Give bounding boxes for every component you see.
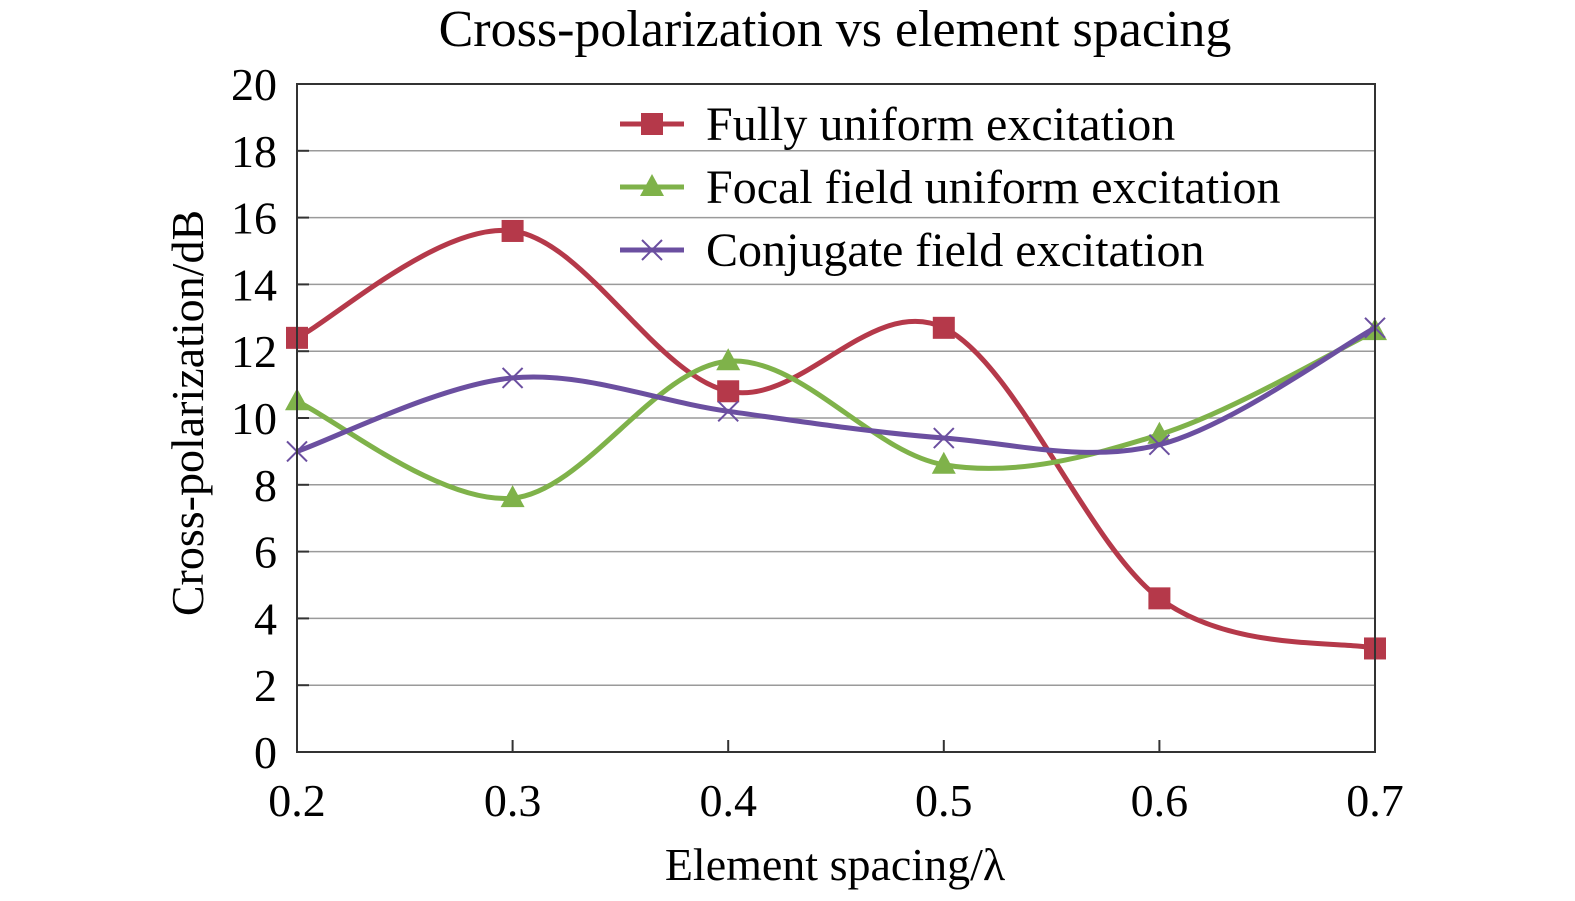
y-tick-label: 0 xyxy=(254,727,277,778)
data-point xyxy=(500,485,525,508)
y-tick-label: 20 xyxy=(231,59,277,110)
data-point xyxy=(501,219,524,242)
data-point xyxy=(717,380,740,403)
data-point xyxy=(931,451,956,474)
y-tick-label: 6 xyxy=(254,527,277,578)
y-tick-label: 14 xyxy=(231,259,277,310)
series-layer xyxy=(285,219,1387,660)
x-axis-label: Element spacing/λ xyxy=(665,839,1006,890)
legend-marker xyxy=(641,239,663,261)
data-point xyxy=(1148,587,1171,610)
legend: Fully uniform excitation Focal field unif… xyxy=(620,98,1281,277)
legend-label: Fully uniform excitation xyxy=(706,98,1175,151)
data-point xyxy=(716,348,741,371)
series-3 xyxy=(286,317,1386,463)
data-point xyxy=(717,400,739,423)
data-point xyxy=(933,427,955,449)
x-axis-ticks: 0.2 0.3 0.4 0.5 0.6 0.7 xyxy=(268,740,1404,826)
x-tick-label: 0.4 xyxy=(699,775,757,826)
series-2 xyxy=(285,318,1387,508)
y-tick-label: 12 xyxy=(231,326,277,377)
y-tick-label: 18 xyxy=(231,126,277,177)
y-tick-label: 8 xyxy=(254,460,277,511)
data-point xyxy=(932,316,955,339)
legend-label: Focal field uniform excitation xyxy=(706,161,1281,214)
legend-marker xyxy=(641,113,663,135)
legend-item: Focal field uniform excitation xyxy=(620,161,1281,214)
legend-item: Conjugate field excitation xyxy=(620,224,1205,277)
y-axis-label: Cross-polarization/dB xyxy=(162,210,213,616)
chart-title: Cross-polarization vs element spacing xyxy=(439,1,1232,58)
legend-item: Fully uniform excitation xyxy=(620,98,1175,151)
data-point xyxy=(501,367,524,389)
x-tick-label: 0.7 xyxy=(1346,775,1404,826)
y-tick-label: 4 xyxy=(254,593,277,644)
x-tick-label: 0.3 xyxy=(484,775,542,826)
x-tick-label: 0.5 xyxy=(915,775,973,826)
y-tick-label: 10 xyxy=(231,393,277,444)
legend-marker xyxy=(640,174,664,196)
y-tick-label: 16 xyxy=(231,193,277,244)
data-point xyxy=(1148,434,1171,456)
legend-label: Conjugate field excitation xyxy=(706,224,1205,277)
series-line xyxy=(296,325,1377,455)
series-line xyxy=(295,328,1377,501)
y-tick-label: 2 xyxy=(254,660,277,711)
x-tick-label: 0.6 xyxy=(1131,775,1189,826)
series-1 xyxy=(286,219,1386,660)
y-axis-ticks: 0 2 4 6 8 10 12 14 16 18 20 xyxy=(231,59,309,778)
series-line xyxy=(295,227,1376,651)
x-tick-label: 0.2 xyxy=(268,775,326,826)
